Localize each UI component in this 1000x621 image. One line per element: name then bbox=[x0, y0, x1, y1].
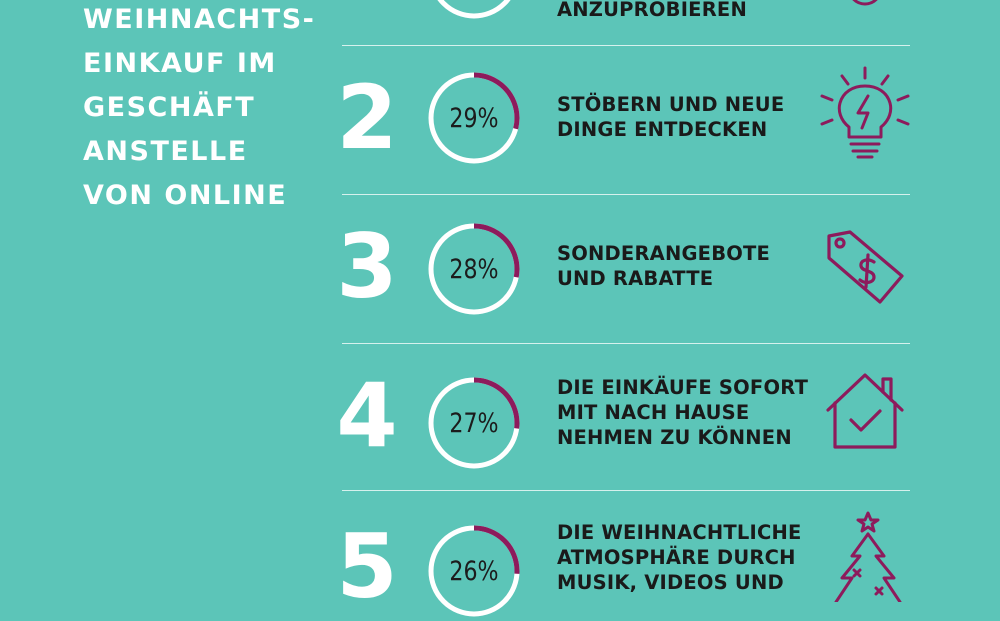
percent-value: 26% bbox=[449, 555, 499, 587]
title-line: VON ONLINE bbox=[83, 180, 288, 211]
reason-text: DIE EINKÄUFE SOFORT MIT NACH HAUSE NEHME… bbox=[557, 376, 809, 449]
percent-value: 27% bbox=[449, 407, 499, 439]
percent-ring: 29% bbox=[424, 68, 524, 168]
percent-ring: 28% bbox=[424, 219, 524, 319]
percent-value bbox=[433, 0, 515, 23]
title-line: GESCHÄFT bbox=[83, 92, 256, 123]
percent-ring bbox=[424, 0, 524, 23]
title-line: ANSTELLE bbox=[83, 136, 248, 167]
title-line: EINKAUF IM bbox=[83, 48, 277, 79]
percent-ring: 26% bbox=[424, 521, 524, 621]
reason-text: DIE WEIHNACHTLICHE ATMOSPHÄRE DURCH MUSI… bbox=[557, 521, 802, 594]
percent-ring: 27% bbox=[424, 373, 524, 473]
house-check-icon bbox=[826, 373, 904, 449]
divider bbox=[342, 194, 910, 195]
christmas-tree-icon bbox=[834, 511, 902, 602]
price-tag-icon bbox=[827, 230, 904, 304]
reason-text: STÖBERN UND NEUE DINGE ENTDECKEN bbox=[557, 93, 785, 141]
title-line: WEIHNACHTS- bbox=[83, 4, 316, 35]
rank-number: 2 bbox=[336, 66, 398, 169]
reason-text: ANZUPROBIEREN bbox=[557, 0, 747, 21]
lightbulb-icon bbox=[820, 66, 910, 159]
divider bbox=[342, 343, 910, 344]
reason-text: SONDERANGEBOTE UND RABATTE bbox=[557, 242, 771, 290]
rank-number: 3 bbox=[336, 215, 398, 318]
ornament-icon bbox=[852, 0, 878, 6]
percent-value: 28% bbox=[449, 253, 499, 285]
divider bbox=[342, 490, 910, 491]
rank-number: 4 bbox=[336, 364, 398, 467]
rank-number: 5 bbox=[336, 515, 398, 618]
percent-value: 29% bbox=[449, 102, 499, 134]
divider bbox=[342, 45, 910, 46]
